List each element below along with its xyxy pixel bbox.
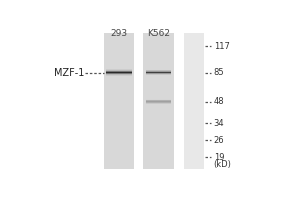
Text: 48: 48 [214,97,224,106]
Bar [106,73,132,74]
Bar [146,72,171,73]
Bar [146,100,171,101]
Bar [106,72,132,73]
Bar [146,103,171,104]
Bar [146,103,171,104]
Bar [106,69,132,70]
Bar [146,70,171,71]
Bar [146,71,171,72]
Bar [106,74,132,75]
Bar [146,74,171,75]
Bar [146,72,171,73]
Text: 19: 19 [214,153,224,162]
Bar [104,33,134,169]
Bar [106,71,132,72]
Bar [146,101,171,102]
Bar [146,99,171,100]
Text: 26: 26 [214,136,224,145]
Bar [106,72,132,73]
Bar [106,75,132,76]
Bar [146,102,171,103]
Text: 117: 117 [214,42,230,51]
Bar [184,33,204,169]
Text: K562: K562 [147,29,170,38]
Text: (kD): (kD) [214,160,232,169]
Bar [106,75,132,76]
Bar [106,70,132,71]
Text: 34: 34 [214,119,224,128]
Text: 293: 293 [110,29,127,38]
Text: 85: 85 [214,68,224,77]
Bar [146,100,171,101]
Bar [143,33,173,169]
Text: MZF-1: MZF-1 [54,68,84,78]
Bar [146,70,171,71]
Bar [146,73,171,74]
Bar [106,69,132,70]
